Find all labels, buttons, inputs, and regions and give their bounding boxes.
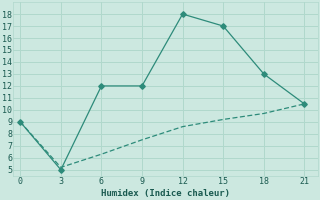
- X-axis label: Humidex (Indice chaleur): Humidex (Indice chaleur): [101, 189, 230, 198]
